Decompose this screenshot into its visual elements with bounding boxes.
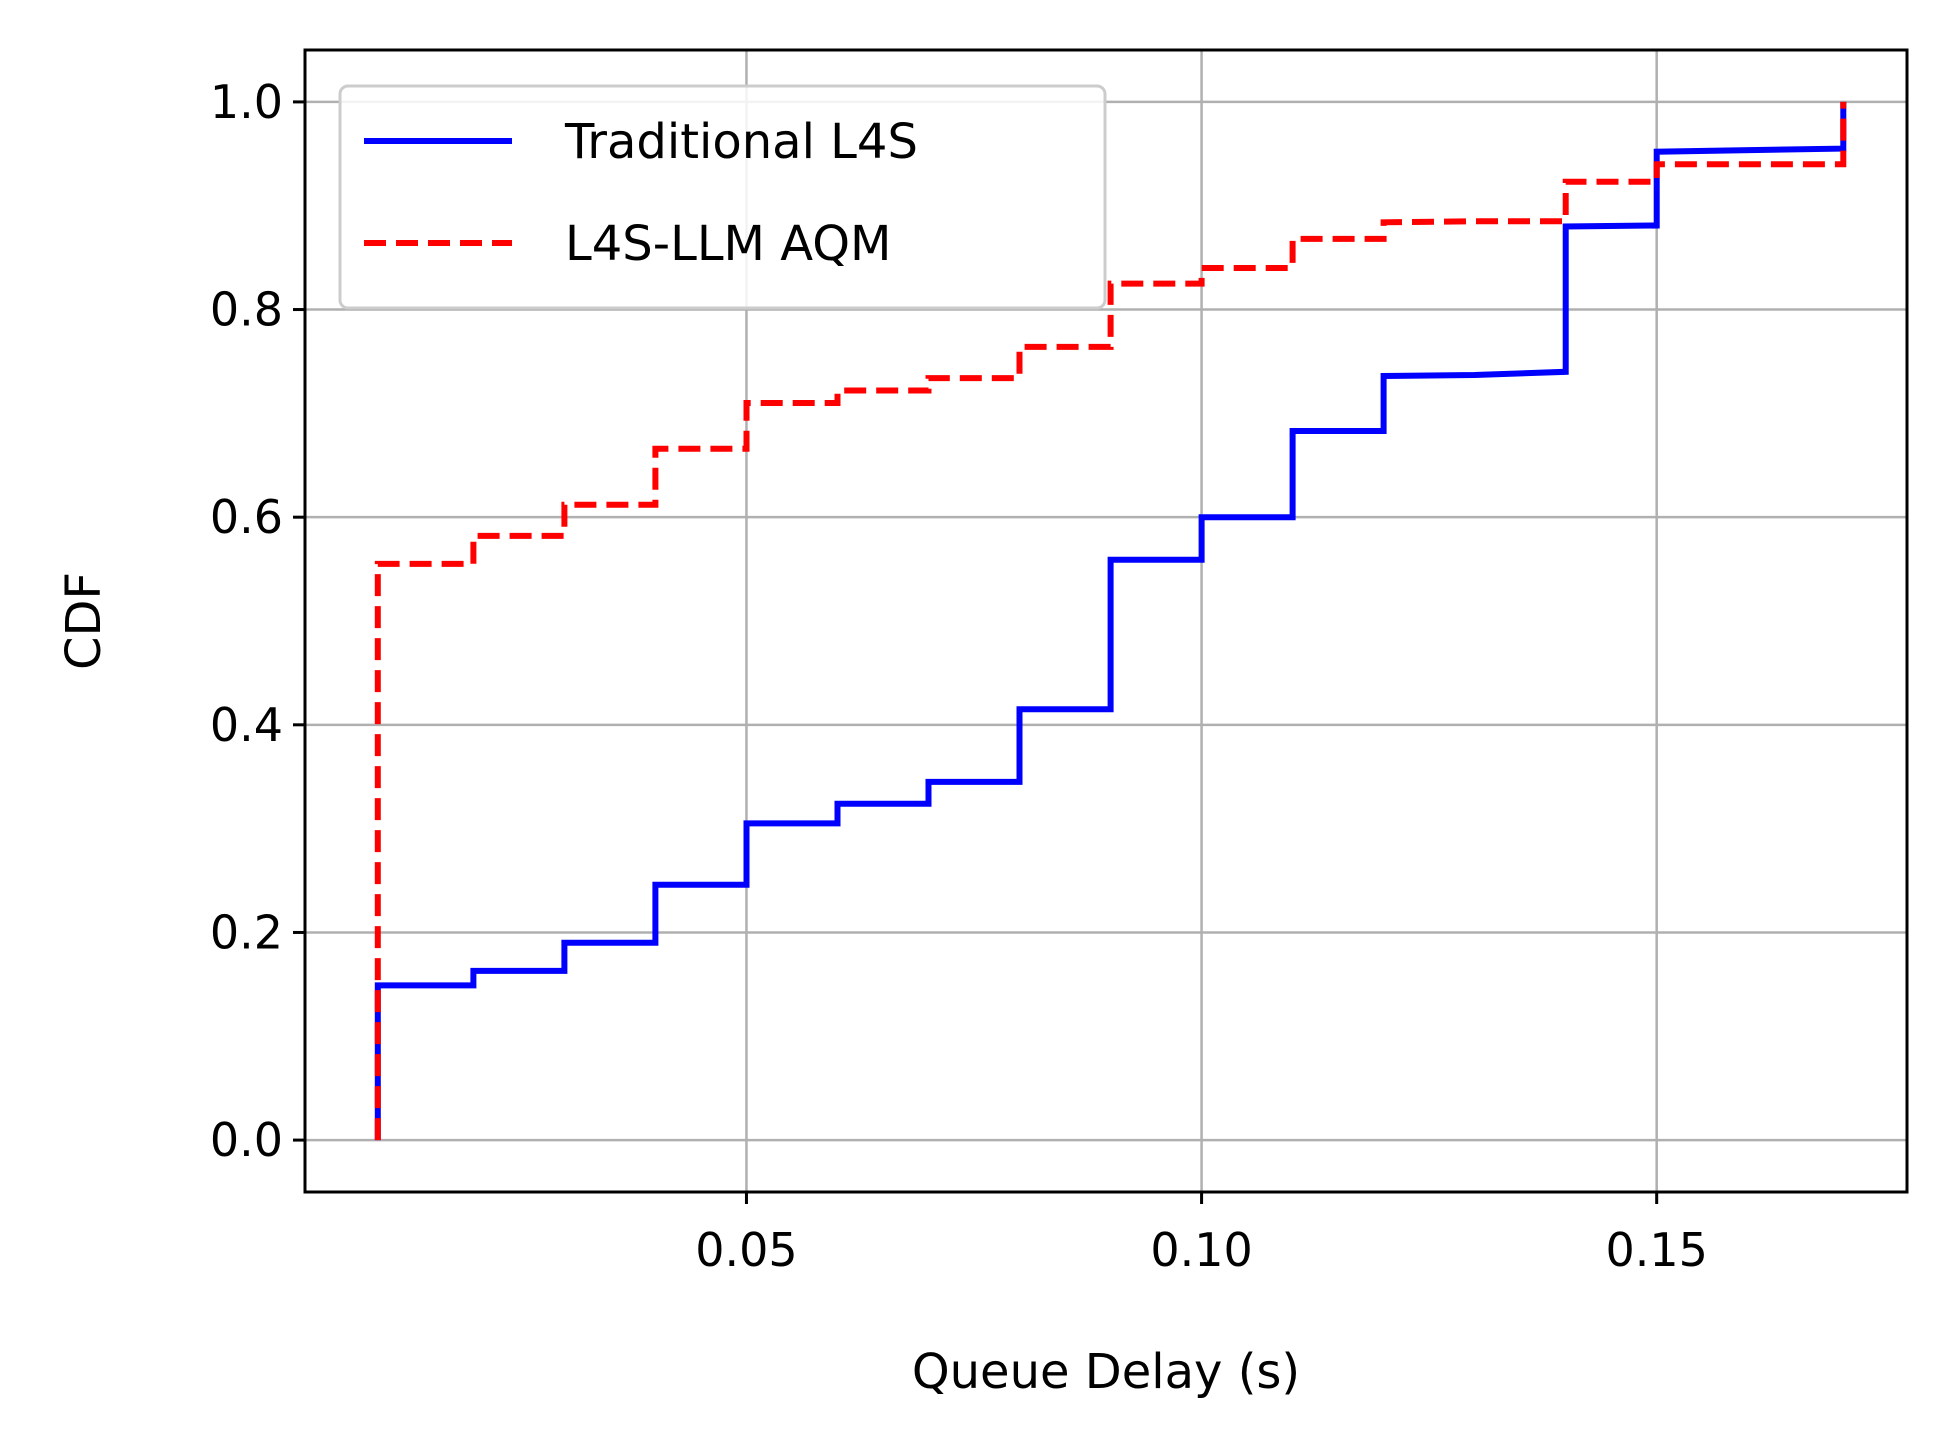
x-tick-label: 0.15 <box>1605 1223 1707 1277</box>
legend-box <box>338 84 1107 310</box>
x-tick-label: 0.05 <box>695 1223 797 1277</box>
y-tick-label: 0.8 <box>210 283 283 337</box>
y-tick-label: 1.0 <box>210 75 283 129</box>
series-line-traditional-l4s <box>374 101 1847 1141</box>
axis-ticks: 0.05 0.10 0.15 0.0 0.2 0.4 0.6 0.8 1.0 <box>210 75 1708 1277</box>
legend-label-traditional-l4s: Traditional L4S <box>564 114 918 170</box>
series-line-l4s-llm-aqm <box>374 101 1847 1141</box>
y-tick-label: 0.6 <box>210 490 283 544</box>
x-axis-label: Queue Delay (s) <box>912 1344 1300 1400</box>
x-tick-label: 0.10 <box>1150 1223 1252 1277</box>
y-tick-label: 0.2 <box>210 905 283 959</box>
y-tick-label: 0.4 <box>210 698 283 752</box>
legend: Traditional L4S L4S-LLM AQM <box>338 84 1107 310</box>
y-axis-label: CDF <box>56 572 112 670</box>
plot-frame <box>303 48 1909 1194</box>
series-lines <box>374 101 1847 1141</box>
legend-label-l4s-llm-aqm: L4S-LLM AQM <box>565 216 891 272</box>
y-tick-label: 0.0 <box>210 1113 283 1167</box>
